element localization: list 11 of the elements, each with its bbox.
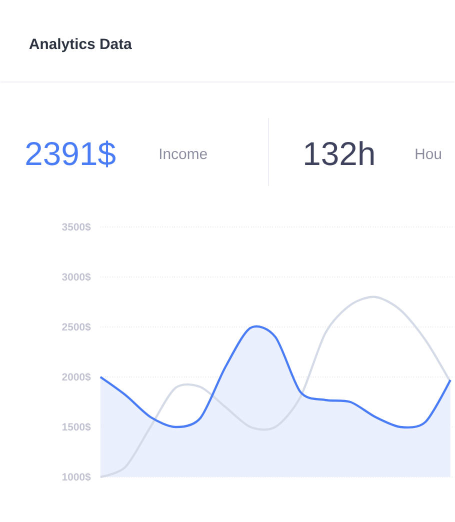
text: Hou <box>416 148 442 160</box>
text: 2391$ <box>26 140 116 168</box>
chart-title: Analytics Data <box>29 38 132 52</box>
y-tick-label: 3500$ <box>62 222 91 232</box>
y-tick-label: 1000$ <box>62 472 91 482</box>
y-tick-label: 2000$ <box>62 372 91 382</box>
y-tick-label: 2500$ <box>62 322 91 332</box>
y-tick-label: 1500$ <box>62 422 91 432</box>
y-tick-label: 3000$ <box>62 272 91 282</box>
text: Income <box>160 148 207 160</box>
text: 132h <box>305 141 374 166</box>
